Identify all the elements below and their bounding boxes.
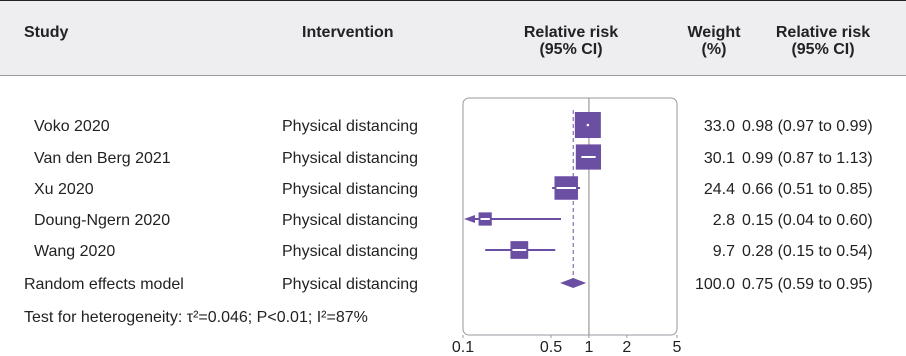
x-tick-label: 0.1 (452, 339, 474, 356)
x-tick-label: 1 (585, 339, 594, 356)
pooled-diamond (560, 278, 587, 288)
header-rrv-line1: Relative risk (775, 24, 871, 41)
header-weight-line2: (%) (701, 41, 727, 58)
study-ci: 0.98 (0.97 to 0.99) (742, 118, 873, 135)
x-tick-label: 0.5 (540, 339, 562, 356)
plot-frame (462, 97, 678, 336)
study-name: Xu 2020 (34, 181, 94, 198)
pooled-name: Random effects model (24, 276, 184, 293)
pooled-intervention: Physical distancing (282, 276, 418, 293)
study-weight: 33.0 (704, 118, 735, 135)
header-relative-risk-plot: Relative risk (95% CI) (496, 24, 646, 58)
study-weight: 24.4 (704, 181, 735, 198)
study-ci: 0.99 (0.87 to 1.13) (742, 150, 873, 167)
ci-arrow-left (464, 215, 475, 223)
study-intervention: Physical distancing (282, 181, 418, 198)
study-ci: 0.28 (0.15 to 0.54) (742, 243, 873, 260)
study-name: Doung-Ngern 2020 (34, 212, 170, 229)
header-intervention: Intervention (302, 24, 394, 41)
study-name: Van den Berg 2021 (34, 150, 171, 167)
study-name: Voko 2020 (34, 118, 110, 135)
x-tick-label: 2 (622, 339, 631, 356)
header-study: Study (24, 24, 69, 41)
study-ci: 0.66 (0.51 to 0.85) (742, 181, 873, 198)
header-weight-line1: Weight (687, 24, 741, 41)
x-tick-label: 5 (673, 339, 682, 356)
header-rr-line2: (95% CI) (539, 41, 603, 58)
header-weight: Weight (%) (676, 24, 752, 58)
pooled-ci: 0.75 (0.59 to 0.95) (742, 276, 873, 293)
study-weight: 30.1 (704, 150, 735, 167)
study-name: Wang 2020 (34, 243, 115, 260)
heterogeneity-text: Test for heterogeneity: τ²=0.046; P<0.01… (24, 309, 368, 326)
study-ci: 0.15 (0.04 to 0.60) (742, 212, 873, 229)
study-intervention: Physical distancing (282, 118, 418, 135)
header-relative-risk-values: Relative risk (95% CI) (758, 24, 888, 58)
header-rrv-line2: (95% CI) (791, 41, 855, 58)
study-weight: 2.8 (713, 212, 735, 229)
study-intervention: Physical distancing (282, 150, 418, 167)
table-header (0, 0, 906, 76)
study-weight: 9.7 (713, 243, 735, 260)
ci-inner-mark (586, 123, 590, 127)
pooled-weight: 100.0 (695, 276, 735, 293)
study-intervention: Physical distancing (282, 243, 418, 260)
header-rr-line1: Relative risk (523, 24, 619, 41)
study-intervention: Physical distancing (282, 212, 418, 229)
